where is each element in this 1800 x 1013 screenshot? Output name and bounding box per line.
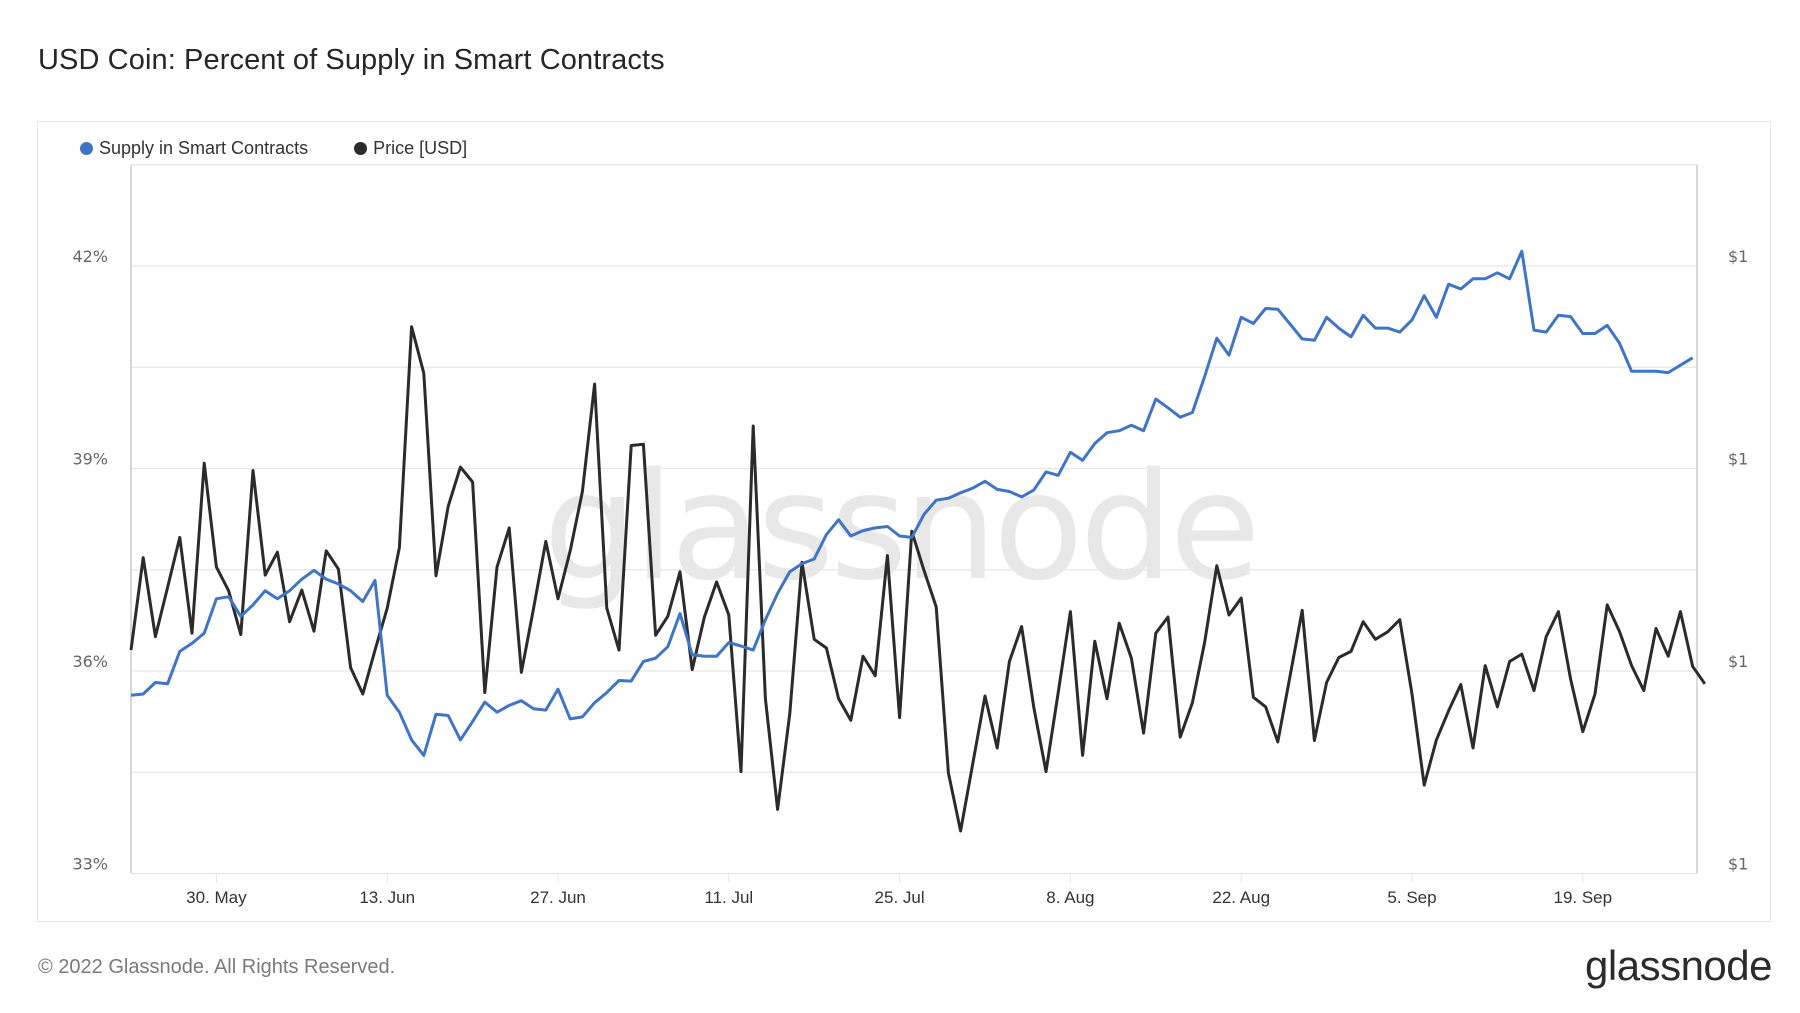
y-tick-label: 36% <box>72 652 108 671</box>
x-tick-label: 5. Sep <box>1387 888 1436 907</box>
legend-label-supply: Supply in Smart Contracts <box>99 138 309 158</box>
legend-label-price: Price [USD] <box>373 138 468 158</box>
y2-tick-label: $1 <box>1728 652 1748 671</box>
x-tick-label: 27. Jun <box>530 888 586 907</box>
gridlines <box>131 164 1697 875</box>
x-tick-label: 22. Aug <box>1212 888 1270 907</box>
y2-tick-label: $1 <box>1728 855 1748 874</box>
legend-item-supply[interactable]: Supply in Smart Contracts <box>80 138 308 159</box>
glassnode-logo: glassnode <box>1585 942 1772 989</box>
y2-tick-label: $1 <box>1728 450 1748 469</box>
price-line <box>129 325 1707 833</box>
watermark: glassnode <box>543 441 1256 613</box>
x-tick-label: 13. Jun <box>359 888 415 907</box>
x-tick-label: 19. Sep <box>1553 888 1612 907</box>
x-tick-label: 30. May <box>186 888 247 907</box>
supply-line <box>130 249 1694 757</box>
page-title: USD Coin: Percent of Supply in Smart Con… <box>38 44 665 76</box>
legend-dot-supply-icon <box>80 142 93 155</box>
chart-container <box>37 121 1771 922</box>
y-tick-label: 33% <box>72 855 108 874</box>
legend-item-price[interactable]: Price [USD] <box>354 138 467 159</box>
x-tick-label: 25. Jul <box>875 888 925 907</box>
x-tick-label: 8. Aug <box>1046 888 1094 907</box>
chart-legend: Supply in Smart Contracts Price [USD] <box>80 138 467 159</box>
x-tick-label: 11. Jul <box>704 888 753 907</box>
y-tick-label: 42% <box>72 247 108 266</box>
copyright-text: © 2022 Glassnode. All Rights Reserved. <box>38 956 396 978</box>
y-tick-label: 39% <box>72 450 108 469</box>
axes: 42% $1 39% $1 36% $1 33% $1 30. May 13. Jun 27. Ju… <box>72 165 1748 907</box>
legend-dot-price-icon <box>354 142 368 155</box>
y2-tick-label: $1 <box>1728 247 1748 266</box>
